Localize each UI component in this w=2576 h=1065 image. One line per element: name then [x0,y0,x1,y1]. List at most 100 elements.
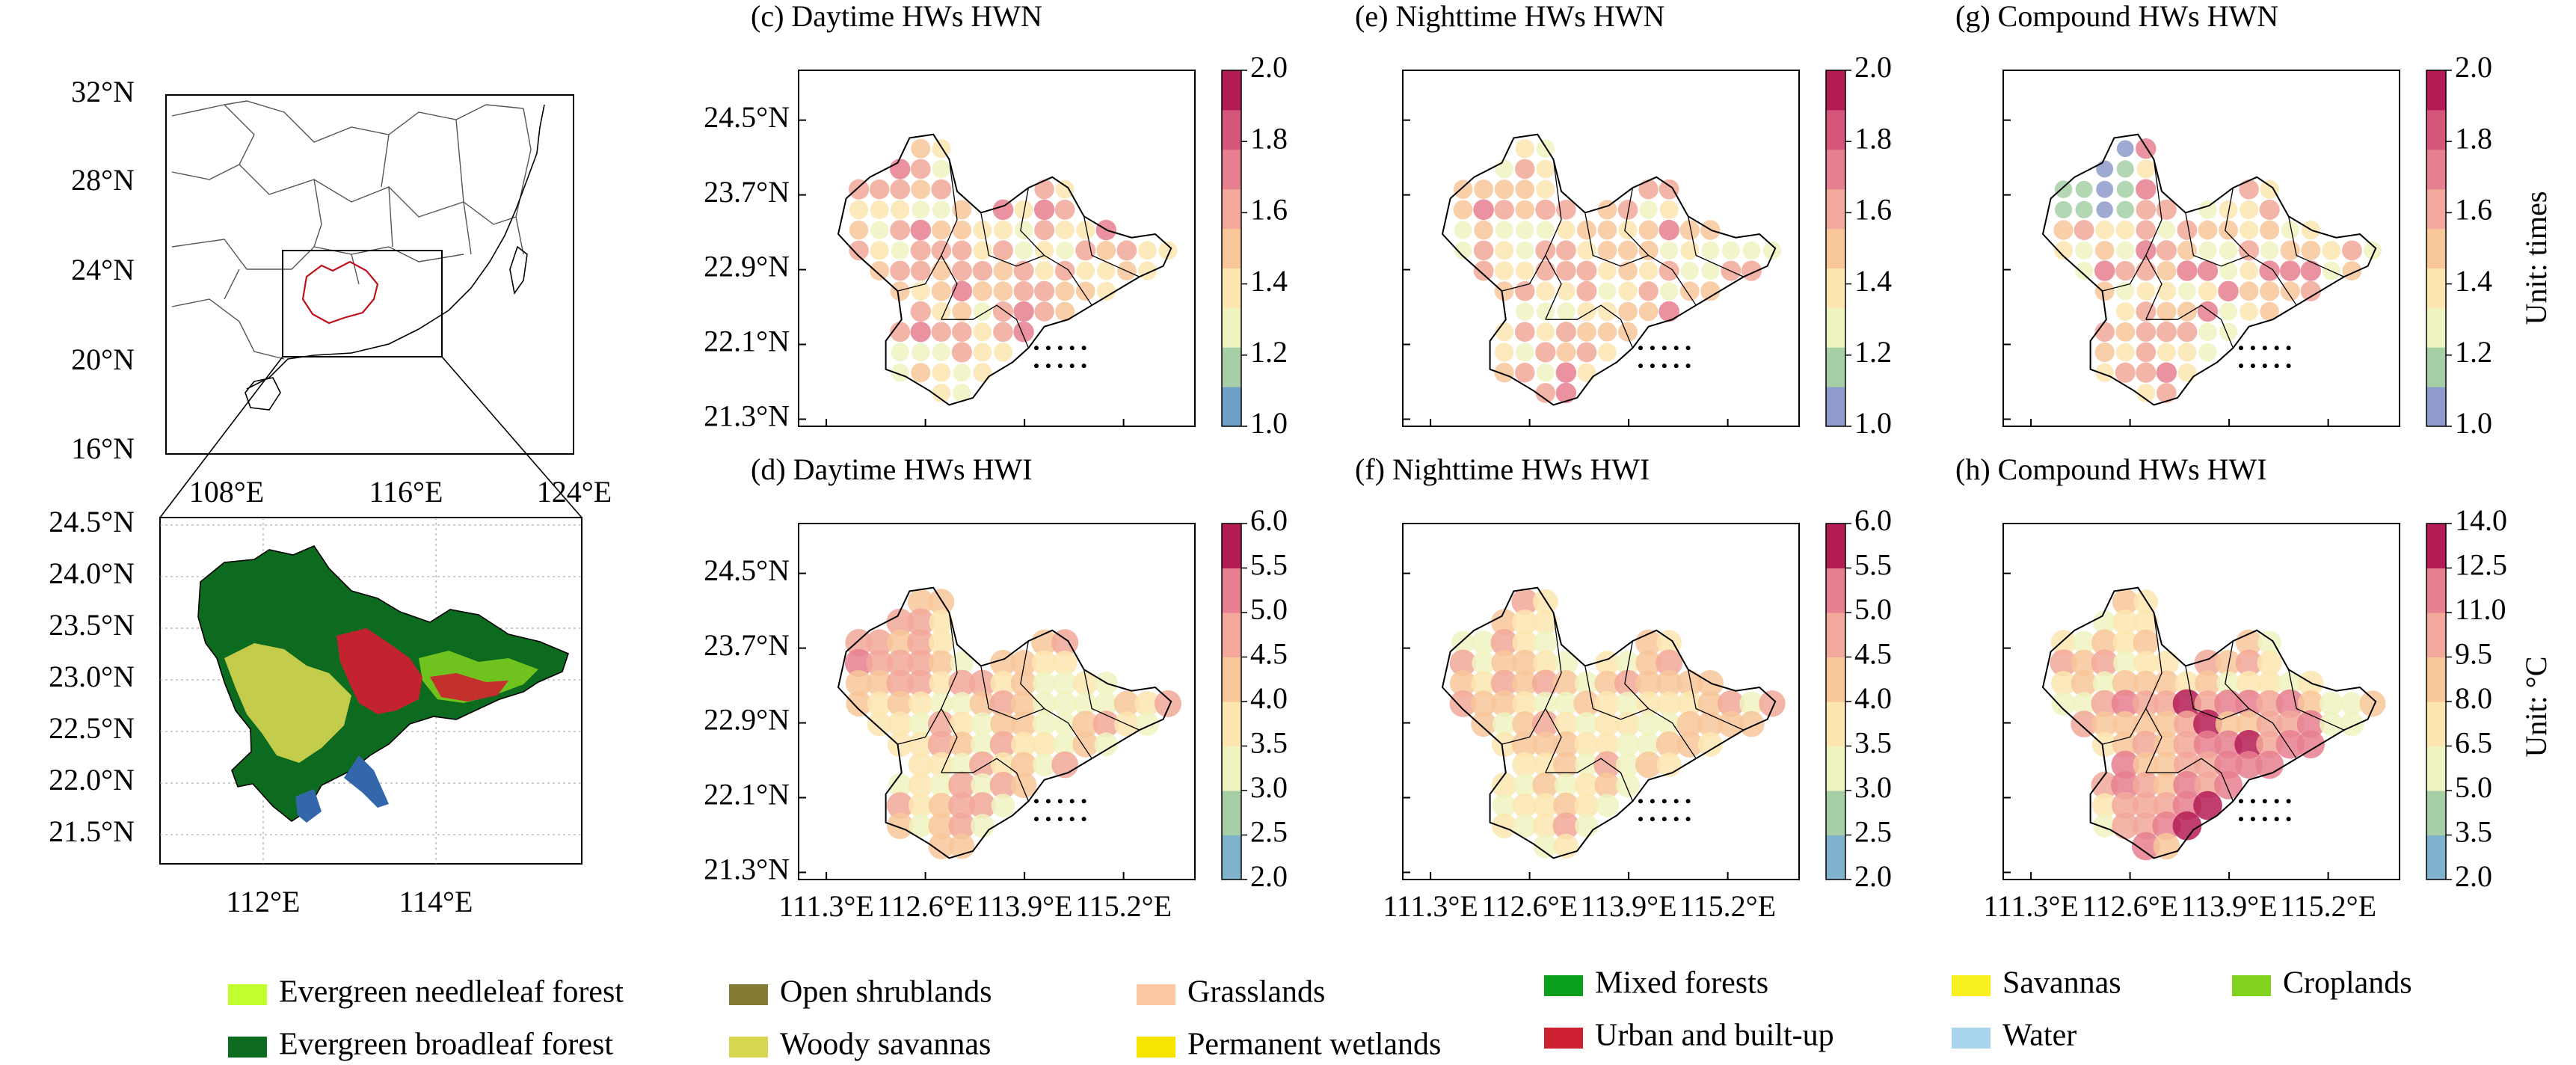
lon-tick-label: 111.3°E [1983,889,2078,923]
grid-cell-dot [2111,750,2140,779]
grid-cell-dot [2136,138,2157,159]
grid-cell-dot [1451,630,1475,654]
grid-cell-dot [866,629,893,657]
grid-cell-dot [1492,794,1516,817]
grid-cell-dot [931,260,951,281]
grid-cell-dot [1514,322,1535,343]
grid-cell-dot [1635,751,1662,779]
grid-cell-dot [1492,813,1517,838]
grid-cell-dot [1677,691,1703,716]
grid-cell-dot [1680,261,1699,280]
grid-cell-dot [1555,362,1577,383]
grid-cell-dot [886,669,914,698]
grid-cell-dot [870,261,890,281]
colorbar-segment [1222,347,1241,387]
grid-cell-dot [1595,794,1620,817]
grid-cell-dot [2301,240,2321,260]
grid-cell-dot [1554,692,1579,716]
panel-f: (f) Nighttime HWs HWI 111.3°E 112.6°E 113.9… [1355,452,1892,923]
colorbar-tick-label: 12.5 [2455,548,2507,582]
grid-cell-dot [1033,672,1057,696]
grid-cell-dot [2174,671,2200,696]
grid-cell-dot [1598,343,1617,362]
grid-cell-dot [1096,261,1116,280]
grid-cell-dot [1116,240,1137,261]
grid-cell-dot [1597,220,1617,240]
grid-cell-dot [929,692,953,716]
grid-cell-dot [1635,670,1662,697]
grid-cell-dot [2296,710,2325,738]
grid-cell-dot [2236,710,2262,737]
grid-cell-dot [1597,261,1617,280]
grid-cell-dot [2095,363,2115,382]
grid-cell-dot [2259,199,2280,220]
grid-cell-dot [2115,343,2135,362]
grid-cell-dot [1595,651,1620,675]
colorbar-tick-label: 6.0 [1250,503,1288,537]
grid-cell-dot [2051,691,2076,716]
island-mark [1069,363,1075,369]
grid-cell-dot [2260,179,2279,199]
colorbar-tick-label: 3.5 [2455,815,2492,849]
grid-cell-dot [1556,260,1576,281]
grid-cell-dot [2074,261,2094,280]
grid-cell-dot [2053,220,2074,240]
grid-cell-dot [1636,691,1662,716]
grid-cell-dot [1158,241,1178,260]
colorbar-tick-label: 2.0 [2455,859,2492,893]
grid-cell-dot [866,670,893,697]
grid-cell-dot [849,240,869,261]
grid-cell-dot [1515,139,1534,159]
grid-cell-dot [1056,241,1075,260]
grid-cell-dot [1514,362,1535,383]
colorbar-segment [1222,109,1241,150]
colorbar-tick-label: 8.0 [2455,681,2492,715]
city-boundary [897,255,942,292]
grid-cell-dot [1514,281,1535,301]
colorbar-segment [1826,746,1845,791]
island-mark [1650,346,1655,351]
grid-cell-dot [969,792,996,819]
grid-cell-dot [2257,630,2281,654]
grid-cell-dot [2156,240,2177,261]
grid-cell-dot [2216,671,2240,696]
grid-cell-dot [2194,771,2222,799]
grid-cell-dot [891,363,909,382]
landcover-map: 24.5°N 24.0°N 23.5°N 23.0°N 22.5°N 22.0°N 21.5… [49,505,582,918]
grid-cell-dot [911,363,931,383]
grid-cell-dot [1032,712,1057,737]
grid-cell-dot [2111,770,2140,799]
grid-cell-dot [886,812,914,839]
grid-cell-dot [2177,363,2197,382]
landcover-water [344,755,389,808]
grid-cell-dot [1010,710,1037,737]
colorbar-segment [2426,228,2446,268]
island-mark [2286,363,2291,369]
grid-cell-dot [1660,282,1679,301]
colorbar-tick-label: 14.0 [2455,503,2507,537]
grid-cell-dot [2257,650,2282,676]
grid-cell-dot [1573,690,1600,717]
grid-cell-dot [911,281,930,301]
colorbar-tick-label: 1.2 [1854,335,1892,369]
colorbar-segment [1222,268,1241,308]
colorbar-h: 14.0 12.5 11.0 9.5 8.0 6.5 5.0 3.5 2.0 [2426,503,2507,893]
grid-cell-dot [1470,690,1497,717]
grid-cell-dot [992,301,1014,322]
grid-cell-dot [1491,731,1517,758]
colorbar-tick-label: 5.5 [1250,548,1288,582]
grid-cell-dot [2091,629,2118,656]
grid-cell-dot [1597,200,1617,220]
grid-cell-dot [973,343,992,362]
grid-cell-dot [2177,260,2198,281]
legend-label: Evergreen needleleaf forest [279,975,624,1010]
city-boundary [2145,304,2234,349]
grid-cell-dot [2239,179,2259,200]
grid-cell-dot [2054,200,2073,218]
grid-cell-dot [989,690,1017,717]
grid-cell-dot [2278,671,2302,696]
grid-cell-dot [2156,383,2177,403]
grid-cell-dot [1014,241,1033,260]
colorbar-segment [1826,835,1845,880]
grid-cell-dot [1638,240,1659,260]
